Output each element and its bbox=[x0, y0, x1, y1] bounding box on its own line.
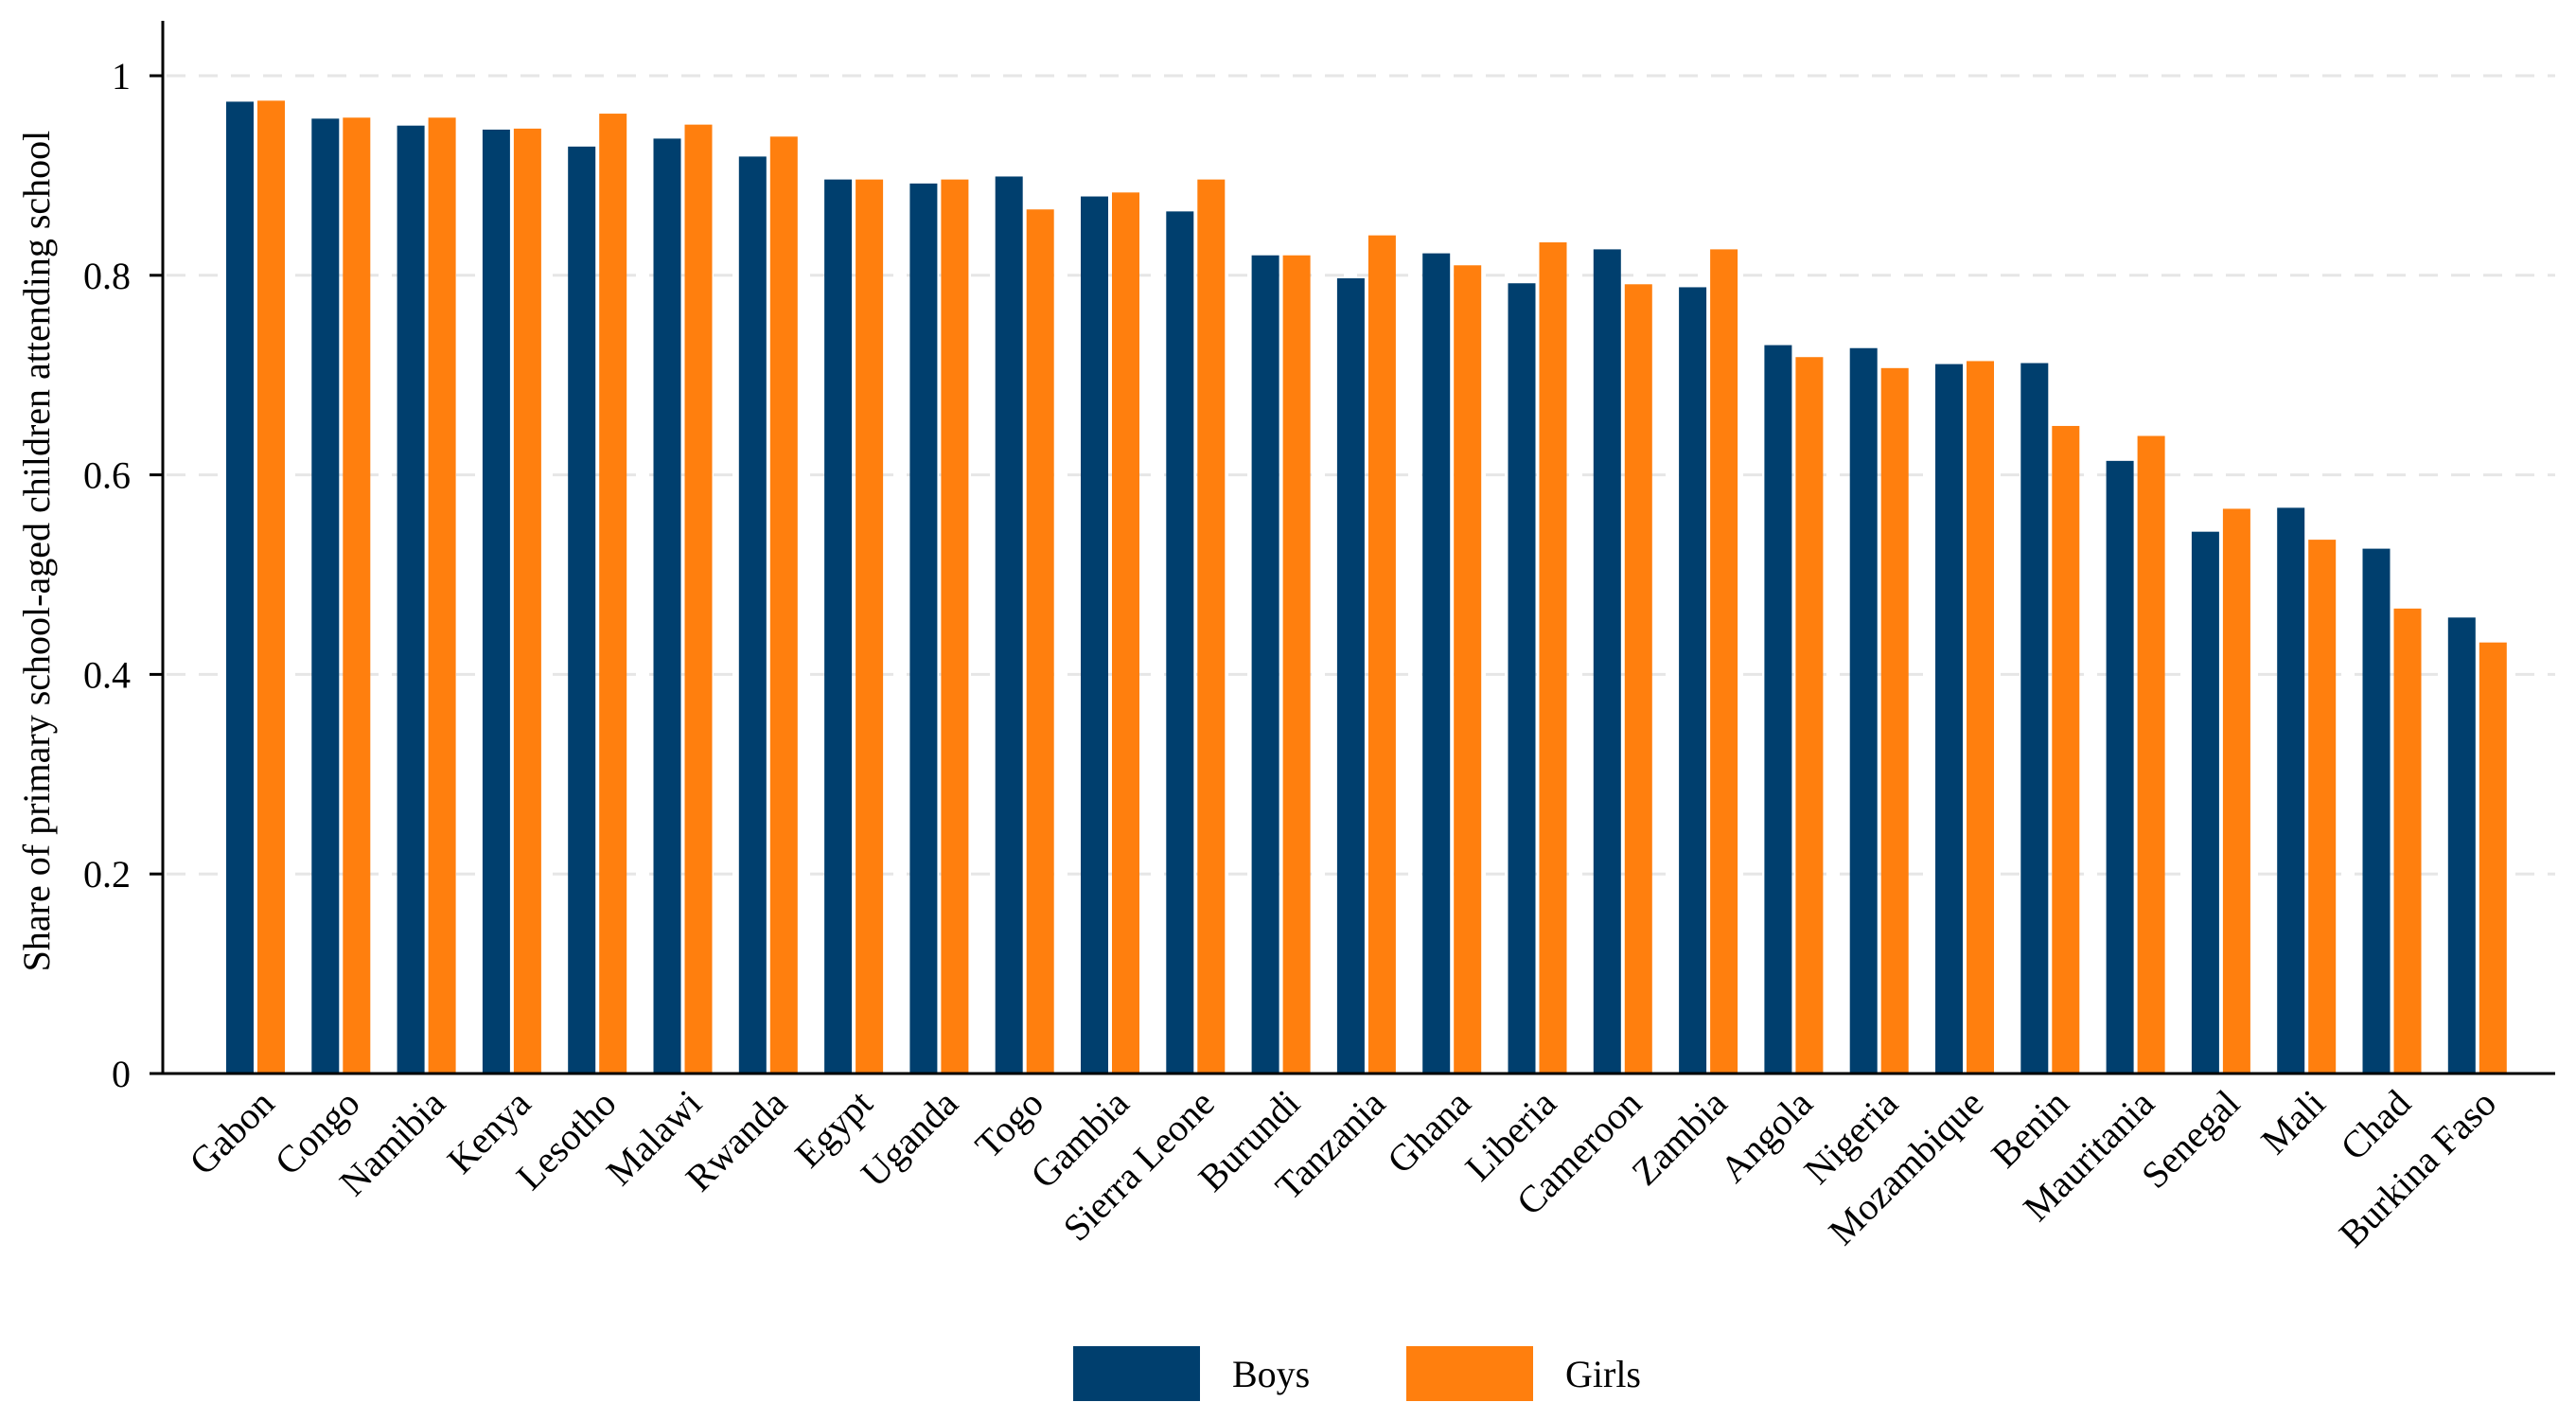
bar-boys-gambia bbox=[1081, 196, 1108, 1074]
bar-girls-angola bbox=[1795, 357, 1824, 1074]
bar-girls-zambia bbox=[1710, 249, 1738, 1074]
bar-boys-senegal bbox=[2191, 531, 2219, 1074]
bar-girls-tanzania bbox=[1367, 235, 1396, 1074]
bar-girls-liberia bbox=[1539, 242, 1567, 1074]
bar-girls-rwanda bbox=[769, 136, 798, 1074]
bar-boys-rwanda bbox=[738, 156, 767, 1074]
bar-girls-mozambique bbox=[1967, 361, 1994, 1074]
x-category-label: Burkina Faso bbox=[2331, 1082, 2504, 1255]
bar-girls-gabon bbox=[257, 100, 285, 1074]
bar-girls-mali bbox=[2308, 540, 2337, 1074]
bar-boys-angola bbox=[1764, 345, 1792, 1074]
x-category-label: Senegal bbox=[2133, 1082, 2248, 1197]
bar-girls-malawi bbox=[684, 124, 713, 1074]
bar-boys-benin bbox=[2020, 363, 2049, 1074]
bar-boys-uganda bbox=[909, 183, 938, 1074]
bar-boys-mozambique bbox=[1935, 364, 1963, 1074]
bar-girls-nigeria bbox=[1880, 367, 1909, 1074]
bar-boys-zambia bbox=[1679, 287, 1707, 1074]
bar-boys-gabon bbox=[226, 101, 254, 1074]
bar-boys-chad bbox=[2362, 548, 2391, 1074]
bar-girls-benin bbox=[2052, 425, 2080, 1074]
bar-boys-cameroon bbox=[1593, 249, 1621, 1074]
y-tick-label: 0.4 bbox=[83, 653, 131, 696]
y-tick-label: 0.2 bbox=[83, 853, 131, 896]
legend: Boys Girls bbox=[1073, 1346, 1641, 1401]
y-tick-label: 0.6 bbox=[83, 454, 131, 497]
bar-girls-sierra-leone bbox=[1197, 179, 1226, 1074]
bar-girls-namibia bbox=[428, 117, 456, 1074]
y-tick-label: 0.8 bbox=[83, 255, 131, 297]
bar-boys-mauritania bbox=[2106, 460, 2134, 1074]
bars bbox=[226, 100, 2507, 1074]
y-tick-label: 0 bbox=[112, 1053, 131, 1095]
bar-boys-sierra-leone bbox=[1166, 211, 1194, 1074]
bar-boys-malawi bbox=[653, 138, 681, 1074]
bar-boys-mali bbox=[2277, 507, 2305, 1074]
bar-girls-burundi bbox=[1282, 255, 1311, 1074]
bar-girls-egypt bbox=[856, 179, 884, 1074]
legend-label-girls: Girls bbox=[1565, 1353, 1641, 1395]
y-tick-labels: 0 0.2 0.4 0.6 0.8 1 bbox=[83, 55, 131, 1095]
x-category-label: Gabon bbox=[181, 1082, 282, 1183]
bar-boys-burundi bbox=[1251, 255, 1279, 1074]
bar-girls-senegal bbox=[2222, 508, 2250, 1074]
x-category-label: Uganda bbox=[853, 1081, 966, 1195]
bar-girls-ghana bbox=[1454, 265, 1482, 1074]
x-category-label: Zambia bbox=[1623, 1081, 1735, 1193]
bar-girls-lesotho bbox=[599, 114, 627, 1074]
legend-swatch-boys bbox=[1073, 1346, 1200, 1401]
axes bbox=[150, 21, 2555, 1075]
bar-girls-uganda bbox=[941, 179, 969, 1074]
bar-boys-namibia bbox=[397, 125, 425, 1074]
bar-girls-kenya bbox=[513, 128, 541, 1074]
bar-boys-burkina-faso bbox=[2447, 617, 2476, 1074]
bar-boys-tanzania bbox=[1336, 277, 1365, 1074]
bar-girls-togo bbox=[1026, 209, 1054, 1074]
bar-girls-mauritania bbox=[2137, 435, 2165, 1074]
x-category-labels: GabonCongoNamibiaKenyaLesothoMalawiRwand… bbox=[181, 1081, 2504, 1255]
legend-label-boys: Boys bbox=[1232, 1353, 1310, 1395]
bar-boys-togo bbox=[995, 176, 1023, 1074]
bar-girls-burkina-faso bbox=[2479, 642, 2507, 1074]
bar-boys-ghana bbox=[1422, 253, 1451, 1074]
bar-boys-nigeria bbox=[1849, 347, 1878, 1074]
bar-girls-chad bbox=[2393, 608, 2422, 1074]
bar-girls-congo bbox=[343, 117, 371, 1074]
x-category-label: Mali bbox=[2252, 1082, 2333, 1163]
bar-boys-kenya bbox=[482, 129, 510, 1074]
legend-swatch-girls bbox=[1406, 1346, 1533, 1401]
x-category-label: Angola bbox=[1712, 1081, 1821, 1190]
bar-boys-congo bbox=[311, 118, 340, 1074]
y-tick-label: 1 bbox=[112, 55, 131, 98]
bar-boys-liberia bbox=[1508, 283, 1536, 1074]
y-axis-title: Share of primary school-aged children at… bbox=[15, 131, 58, 972]
bar-girls-cameroon bbox=[1624, 284, 1652, 1074]
bar-boys-egypt bbox=[824, 179, 853, 1074]
bar-boys-lesotho bbox=[568, 146, 596, 1074]
bar-girls-gambia bbox=[1112, 192, 1139, 1074]
